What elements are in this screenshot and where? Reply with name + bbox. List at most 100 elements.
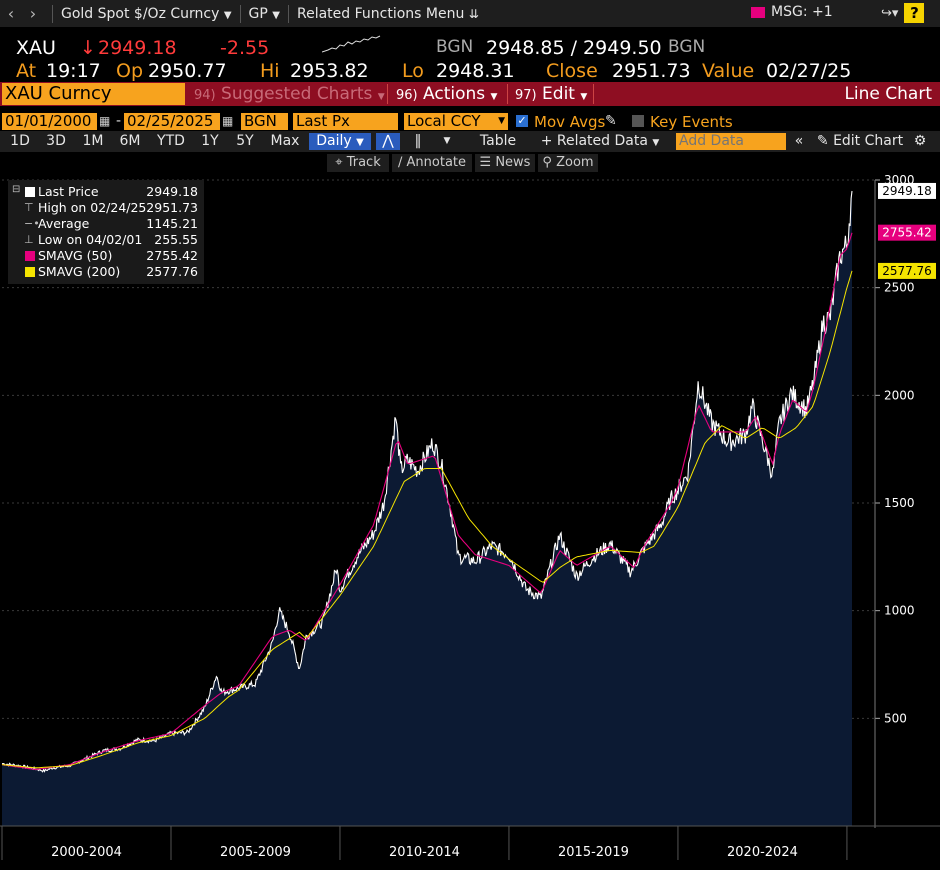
legend[interactable]: ⊟ Last Price 2949.18 ⊤ High on 02/24/25 295… bbox=[8, 180, 204, 284]
security-field[interactable]: XAU Curncy bbox=[2, 83, 185, 105]
range-max[interactable]: Max bbox=[270, 133, 300, 149]
legend-swatch bbox=[25, 187, 35, 197]
chart-type-label[interactable]: Line Chart bbox=[844, 84, 932, 104]
message-indicator[interactable]: MSG: +1 bbox=[751, 4, 833, 20]
line-chart-icon[interactable]: ⋀ bbox=[376, 133, 400, 150]
zoom-tool[interactable]: ⚲ Zoom bbox=[538, 154, 598, 172]
legend-value: 2577.76 bbox=[146, 264, 198, 279]
y-tick-label: 500 bbox=[884, 711, 907, 725]
calendar-icon[interactable]: ▦ bbox=[222, 114, 234, 128]
divider bbox=[593, 84, 594, 104]
edit-chart-button[interactable]: ✎ Edit Chart bbox=[814, 133, 906, 150]
suggested-charts-button[interactable]: 94) Suggested Charts ▼ bbox=[188, 83, 388, 105]
back-arrow-icon[interactable]: ‹ bbox=[7, 4, 15, 23]
value-date: 02/27/25 bbox=[766, 60, 852, 82]
forward-arrow-icon[interactable]: › bbox=[29, 4, 37, 23]
track-label: Track bbox=[346, 155, 381, 170]
title-bar: ‹ › Gold Spot $/Oz Curncy ▼ GP ▼ Related… bbox=[0, 0, 940, 27]
collapse-icon[interactable]: ⊟ bbox=[12, 184, 21, 195]
last-price: 2949.18 bbox=[98, 37, 177, 59]
gear-icon[interactable]: ⚙ bbox=[913, 133, 927, 149]
related-functions-menu[interactable]: Related Functions Menu ⇊ bbox=[297, 6, 479, 22]
price-tags: 2949.18 2755.42 2577.76 bbox=[878, 182, 936, 279]
caret-down-icon: ▼ bbox=[652, 138, 660, 148]
period-selector[interactable]: Daily ▼ bbox=[309, 133, 371, 150]
low-marker-icon: ⊥ bbox=[24, 233, 34, 246]
legend-low: ⊥ Low on 04/02/01 255.55 bbox=[8, 232, 204, 248]
edit-button[interactable]: 97) Edit ▼ bbox=[509, 83, 593, 105]
high-label: Hi bbox=[260, 60, 280, 82]
price-tag-bg bbox=[878, 224, 936, 241]
price-tag-label: 2949.18 bbox=[882, 184, 932, 198]
end-date-field[interactable]: 02/25/2025 bbox=[124, 113, 220, 130]
field-selector[interactable]: Last Px bbox=[293, 113, 398, 130]
range-toolbar: 1D 3D 1M 6M YTD 1Y 5Y Max Daily ▼ ⋀ ‖ ▼ … bbox=[0, 131, 940, 152]
x-tick-label: 2005-2009 bbox=[220, 845, 291, 860]
range-6m[interactable]: 6M bbox=[119, 133, 141, 149]
high-marker-icon: ⊤ bbox=[24, 201, 34, 214]
period-text: Daily bbox=[316, 133, 352, 149]
edit-label: Edit bbox=[542, 84, 575, 104]
x-axis: 2000-2004 2005-2009 2010-2014 2015-2019 2020… bbox=[0, 825, 940, 860]
high-value: 2953.82 bbox=[290, 60, 369, 82]
price-tag-bg bbox=[878, 182, 936, 199]
annotate-tool[interactable]: ∕ Annotate bbox=[392, 154, 472, 172]
legend-value: 255.55 bbox=[154, 232, 198, 247]
news-tool[interactable]: ☰ News bbox=[475, 154, 535, 172]
range-1d[interactable]: 1D bbox=[10, 133, 30, 149]
range-3d[interactable]: 3D bbox=[46, 133, 66, 149]
help-button[interactable]: ? bbox=[904, 3, 925, 23]
function-text: GP bbox=[248, 5, 268, 22]
range-1m[interactable]: 1M bbox=[82, 133, 104, 149]
sma50-line bbox=[1, 232, 853, 771]
currency-selector[interactable]: Local CCY ▼ bbox=[404, 113, 508, 130]
price-tag-label: 2755.42 bbox=[882, 226, 932, 240]
collapse-chevrons-icon[interactable]: « bbox=[794, 133, 804, 149]
envelope-icon bbox=[751, 6, 765, 18]
legend-swatch bbox=[25, 251, 35, 261]
price-line bbox=[1, 190, 853, 773]
suggested-label: Suggested Charts bbox=[221, 84, 373, 104]
start-date-field[interactable]: 01/01/2000 bbox=[2, 113, 97, 130]
add-data-input[interactable] bbox=[676, 133, 786, 150]
security-description[interactable]: Gold Spot $/Oz Curncy ▼ bbox=[61, 6, 232, 22]
source-field[interactable]: BGN bbox=[241, 113, 288, 130]
legend-label: Low on 04/02/01 bbox=[38, 232, 143, 247]
legend-last-price: Last Price 2949.18 bbox=[8, 184, 204, 200]
double-chevron-down-icon: ⇊ bbox=[468, 6, 479, 21]
legend-value: 2949.18 bbox=[146, 184, 198, 199]
legend-label: High on 02/24/25 bbox=[38, 200, 147, 215]
key-events-checkbox[interactable] bbox=[632, 115, 644, 127]
calendar-icon[interactable]: ▦ bbox=[99, 114, 111, 128]
legend-value: 2951.73 bbox=[146, 200, 198, 215]
zoom-label: Zoom bbox=[556, 155, 594, 170]
range-1y[interactable]: 1Y bbox=[201, 133, 219, 149]
x-tick-label: 2010-2014 bbox=[389, 845, 460, 860]
x-tick-label: 2015-2019 bbox=[558, 845, 629, 860]
y-tick-label: 2000 bbox=[884, 388, 915, 402]
track-tool[interactable]: ⌖ Track bbox=[327, 154, 389, 172]
caret-down-icon[interactable]: ▼ bbox=[443, 136, 451, 146]
low-value: 2948.31 bbox=[436, 60, 515, 82]
actions-button[interactable]: 96) Actions ▼ bbox=[390, 83, 508, 105]
range-ytd[interactable]: YTD bbox=[157, 133, 185, 149]
legend-value: 1145.21 bbox=[146, 216, 198, 231]
related-data-button[interactable]: + Related Data ▼ bbox=[540, 133, 660, 149]
export-icon[interactable]: ↪▾ bbox=[881, 5, 899, 21]
pencil-icon[interactable]: ✎ bbox=[605, 113, 617, 129]
open-label: Op bbox=[116, 60, 144, 82]
range-5y[interactable]: 5Y bbox=[236, 133, 254, 149]
legend-sma200: SMAVG (200) 2577.76 bbox=[8, 264, 204, 280]
bar-style-icon[interactable]: ‖ bbox=[414, 133, 422, 149]
bid-source: BGN bbox=[436, 37, 474, 57]
table-button[interactable]: Table bbox=[479, 133, 517, 149]
function-menu[interactable]: GP ▼ bbox=[249, 6, 280, 22]
caret-down-icon: ▼ bbox=[580, 92, 588, 102]
quote-time: 19:17 bbox=[46, 60, 101, 82]
y-tick-label: 2500 bbox=[884, 281, 915, 295]
caret-down-icon: ▼ bbox=[223, 9, 232, 21]
close-value: 2951.73 bbox=[612, 60, 691, 82]
mov-avgs-checkbox[interactable]: ✓ bbox=[516, 114, 528, 127]
